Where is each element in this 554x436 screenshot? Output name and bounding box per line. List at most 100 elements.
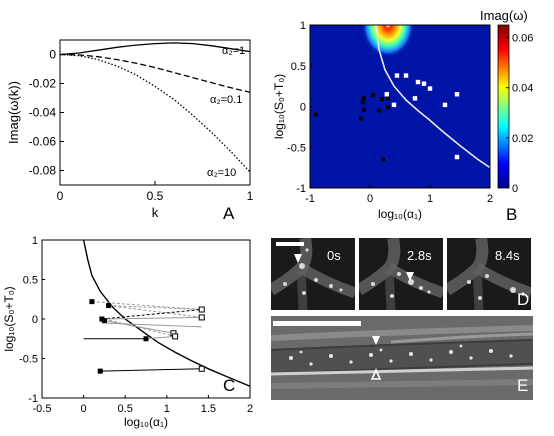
connector-segment-c-7: [101, 322, 202, 328]
y-tick-label-c: 0.5: [23, 275, 38, 287]
connector-segment-c-6: [104, 318, 176, 337]
connector-segment-c-4: [101, 316, 202, 320]
y-tick-label-c: -0.5: [19, 354, 38, 366]
data-point-white-b: [454, 92, 460, 97]
x-tick-label-b: -1: [305, 193, 315, 205]
data-point-white-b: [415, 79, 421, 85]
data-point-black-b: [371, 93, 375, 98]
timestamp-d3: 8.4s: [495, 248, 520, 263]
chart-a: 0 0.5 1 0 -0.02 -0.04 -0.06 -0.08 k Imag(ω(k)) α₂=…: [6, 39, 254, 220]
data-point-black-b: [359, 116, 363, 121]
data-point-black-b: [360, 100, 365, 105]
series-label-a-1: α₂=0.1: [210, 94, 242, 106]
timestamp-d1: 0s: [327, 248, 341, 263]
micrograph-e-image: [271, 316, 533, 400]
y-tick-label-b: -0.5: [287, 142, 306, 154]
data-point-white-c: [198, 314, 205, 321]
chart-c: -0.5 0 0.5 1 1.5 210.50-0.5-1log₁₀(α₁)log₁₀(S…: [2, 235, 253, 429]
series-line-a-1: [59, 53, 251, 93]
x-axis-label-c: log₁₀(α₁): [124, 415, 168, 429]
connector-segment-c-3: [101, 309, 202, 320]
panel-a: 0 0.5 1 0 -0.02 -0.04 -0.06 -0.08 k Imag(ω(k)) α₂=…: [0, 0, 270, 230]
data-point-black-b: [381, 157, 386, 162]
data-point-black-c: [97, 368, 103, 374]
connector-segment-c-2: [108, 305, 202, 318]
x-tick-label-a: 0: [57, 189, 64, 203]
colorbar-tick-label: 0.06: [512, 33, 533, 45]
y-tick-label-c: 1: [32, 235, 38, 247]
stability-boundary-c: [82, 240, 250, 387]
heatmap-hotspot: [362, 25, 414, 57]
data-point-white-c: [198, 306, 205, 313]
data-point-white-b: [403, 73, 409, 78]
x-tick-label-c: -0.5: [33, 403, 52, 415]
axes-frame-c: [41, 239, 251, 399]
data-point-black-c: [101, 318, 107, 324]
y-tick-label-a: -0.08: [29, 164, 57, 178]
data-point-white-b: [421, 81, 427, 86]
x-tick-label-c: 0: [81, 403, 87, 415]
micrograph-d2-image: [359, 238, 443, 310]
stability-boundary-b: [375, 25, 490, 169]
connector-segment-c-10: [100, 368, 202, 372]
connector-segment-c-8: [145, 335, 176, 340]
connector-segment-c-1: [108, 305, 202, 311]
x-tick-label-b: 0: [367, 193, 373, 205]
x-tick-label-b: 2: [487, 193, 493, 205]
heatmap-layer: [314, 25, 490, 169]
connector-segment-c-5: [104, 320, 174, 334]
y-tick-label-a: 0: [49, 48, 56, 62]
x-tick-label-c: 1.5: [201, 403, 216, 415]
data-point-white-b: [391, 102, 397, 108]
y-axis-label-b: log₁₀(S₀+T₀): [272, 74, 286, 139]
data-point-black-b: [314, 112, 318, 117]
series-line-a-2: [59, 53, 251, 173]
y-tick-label-c: -1: [28, 393, 38, 405]
x-tick-label-b: 1: [427, 193, 433, 205]
data-point-black-b: [386, 105, 390, 110]
micrograph-d3-image: [447, 238, 531, 310]
y-axis-label-a: Imag(ω(k)): [6, 81, 21, 144]
data-point-white-b: [394, 73, 400, 78]
data-point-white-b: [427, 86, 433, 91]
colorbar: [497, 24, 510, 189]
data-point-black-b: [362, 107, 366, 112]
data-point-black-b: [362, 96, 366, 101]
micrograph-d2: 2.8s: [359, 238, 443, 310]
series-label-a-0: α₂=1: [222, 45, 245, 57]
x-tick-label-c: 1: [164, 403, 170, 415]
data-point-white-c: [198, 365, 205, 372]
series-label-a-2: α₂=10: [207, 167, 236, 179]
x-tick-label-a: 0.5: [147, 189, 164, 203]
colorbar-tick-label: 0.04: [512, 83, 533, 95]
colorbar-tick-label: 0: [512, 183, 518, 195]
panel-letter-c: C: [223, 376, 236, 395]
data-point-white-b: [384, 92, 389, 97]
panel-c: -0.5 0 0.5 1 1.5 2 1 0.5 0 -0.5 -1 log₁₀(α₁) log₁₀(S…: [0, 230, 270, 431]
data-point-white-b: [412, 96, 418, 101]
data-point-white-b: [454, 154, 460, 160]
x-axis-label-b: log₁₀(α₁): [378, 207, 422, 221]
colorbar-label: Imag(ω): [480, 8, 528, 23]
data-point-black-c: [143, 336, 149, 342]
y-tick-label-c: 0: [32, 314, 38, 326]
panel-letter-b: B: [506, 205, 518, 224]
axes-frame-a: [59, 39, 251, 186]
micrograph-e: E: [271, 316, 533, 400]
panel-b: -1 0 1 2 1 0.5 0 -0.5 -1 log₁₀(α₁) log₁₀(S₀+T₀) 0.0…: [270, 0, 554, 230]
data-point-black-b: [380, 97, 384, 102]
series-line-a-0: [59, 42, 251, 56]
micrograph-d1-image: [271, 238, 355, 310]
panel-letter-d: D: [517, 290, 530, 309]
micrograph-d1: 0s: [271, 238, 355, 310]
y-axis-label-c: log₁₀(S₀+T₀): [2, 286, 16, 351]
data-point-white-b: [442, 102, 448, 108]
y-tick-label-b: 0.5: [291, 61, 306, 73]
data-point-white-c: [172, 333, 179, 340]
data-point-black-b: [377, 108, 381, 113]
chart-b: -1 0 1 2 1 0.5 0 -0.5 -1 log₁₀(α₁) log₁₀(S₀+T₀) 0.0…: [272, 8, 533, 221]
y-tick-label-b: -1: [296, 183, 306, 195]
data-point-black-c: [106, 303, 112, 309]
colorbar-tick-label: 0.02: [512, 133, 533, 145]
panel-letter-a: A: [223, 204, 235, 223]
